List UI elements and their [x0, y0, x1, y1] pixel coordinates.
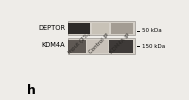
Text: Control IP: Control IP — [88, 33, 110, 55]
FancyBboxPatch shape — [109, 40, 133, 53]
FancyBboxPatch shape — [67, 38, 135, 54]
FancyBboxPatch shape — [67, 21, 135, 35]
Text: KDM4A: KDM4A — [42, 42, 65, 48]
FancyBboxPatch shape — [67, 40, 86, 53]
FancyBboxPatch shape — [111, 23, 133, 34]
Text: h: h — [26, 84, 35, 97]
Text: 150 kDa: 150 kDa — [142, 44, 165, 49]
FancyBboxPatch shape — [67, 23, 90, 34]
Text: DEPTOR: DEPTOR — [38, 25, 65, 31]
FancyBboxPatch shape — [87, 40, 108, 53]
FancyBboxPatch shape — [92, 23, 109, 34]
Text: KDM4A IP: KDM4A IP — [109, 33, 131, 55]
Text: Input (2%): Input (2%) — [68, 31, 92, 55]
Text: 50 kDa: 50 kDa — [142, 28, 161, 33]
